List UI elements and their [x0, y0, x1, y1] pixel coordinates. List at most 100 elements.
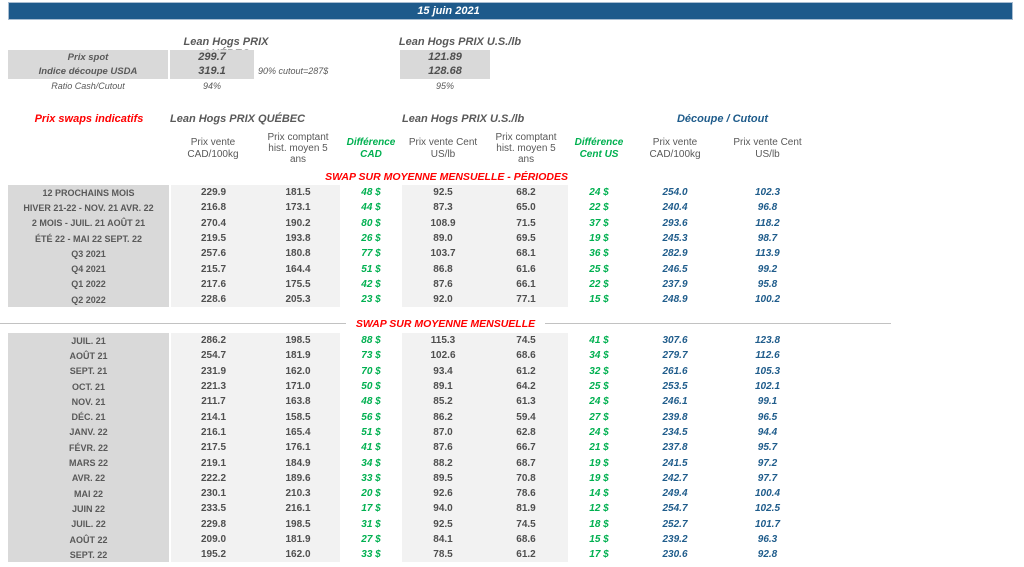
value-cell: 41 $ [568, 333, 630, 349]
value-cell: 102.5 [720, 501, 815, 517]
usda-index-us: 128.68 [428, 65, 462, 77]
value-cell: 96.3 [720, 531, 815, 548]
value-cell: 270.4 [169, 215, 256, 231]
value-cell: 246.5 [630, 261, 721, 277]
value-cell: 98.7 [720, 230, 816, 247]
value-cell: 228.6 [169, 292, 256, 308]
value-cell: 209.0 [169, 531, 256, 548]
row-label: ÉTÉ 22 - MAI 22 SEPT. 22 [8, 230, 170, 247]
value-cell: 246.1 [630, 394, 720, 410]
value-cell: 27 $ [340, 531, 402, 548]
row-label: SEPT. 21 [8, 363, 170, 379]
value-cell: 89.1 [402, 378, 484, 395]
value-cell: 50 $ [340, 378, 402, 395]
value-cell: 89.0 [402, 230, 485, 247]
value-cell: 118.2 [720, 215, 816, 231]
monthly-section-title: SWAP SUR MOYENNE MENSUELLE [345, 318, 546, 330]
value-cell: 101.7 [720, 516, 815, 532]
row-label-column-header [8, 128, 170, 169]
value-cell: 73 $ [340, 348, 402, 364]
ratio-quebec: 94% [202, 81, 221, 91]
value-cell: 95.7 [720, 440, 815, 456]
table-row: JANV. 22 216.1 165.4 51 $87.0 62.8 24 $234.5 9… [8, 424, 815, 441]
row-label: AOÛT 21 [8, 348, 170, 364]
value-cell: 237.8 [630, 440, 720, 456]
col-header-quebec-hist: Prix comptant hist. moyen 5 ans [267, 131, 329, 166]
table-row: MARS 22 219.1 184.9 34 $88.2 68.7 19 $241.5 97… [8, 455, 815, 471]
value-cell: 17 $ [340, 501, 402, 517]
value-cell: 123.8 [720, 333, 815, 349]
us-section-heading: Lean Hogs PRIX U.S./lb [402, 113, 525, 125]
value-cell: 162.0 [256, 547, 340, 563]
periods-body: 12 PROCHAINS MOIS 229.9 181.5 48 $92.5 68.2 2… [8, 185, 816, 308]
value-cell: 78.6 [484, 485, 568, 502]
spot-us-heading: Lean Hogs PRIX U.S./lb [398, 36, 522, 48]
value-cell: 181.5 [256, 185, 341, 201]
value-cell: 108.9 [402, 215, 485, 231]
value-cell: 71.5 [484, 215, 569, 231]
value-cell: 233.5 [169, 501, 256, 517]
value-cell: 205.3 [256, 292, 341, 308]
spot-us-value-box [400, 50, 490, 79]
value-cell: 163.8 [256, 394, 340, 410]
value-cell: 89.5 [402, 470, 484, 486]
value-cell: 102.3 [720, 185, 816, 201]
value-cell: 33 $ [340, 470, 402, 486]
value-cell: 216.8 [169, 200, 256, 216]
value-cell: 181.9 [256, 531, 340, 548]
date-bar: 15 juin 2021 [8, 2, 1013, 20]
row-label: JANV. 22 [8, 424, 170, 441]
value-cell: 215.7 [169, 261, 256, 277]
value-cell: 92.5 [402, 516, 484, 532]
monthly-body: JUIL. 21 286.2 198.5 88 $115.3 74.5 41 $307.6… [8, 333, 815, 563]
row-label: MARS 22 [8, 455, 170, 471]
value-cell: 93.4 [402, 363, 484, 379]
value-cell: 210.3 [256, 485, 340, 502]
value-cell: 237.9 [630, 276, 721, 293]
value-cell: 25 $ [568, 378, 630, 395]
value-cell: 92.0 [402, 292, 485, 308]
value-cell: 69.5 [484, 230, 569, 247]
value-cell: 261.6 [630, 363, 720, 379]
value-cell: 100.4 [720, 485, 815, 502]
value-cell: 100.2 [720, 292, 816, 308]
value-cell: 99.2 [720, 261, 816, 277]
value-cell: 254.0 [630, 185, 721, 201]
row-label: AVR. 22 [8, 470, 170, 486]
value-cell: 74.5 [484, 516, 568, 532]
value-cell: 65.0 [484, 200, 569, 216]
value-cell: 56 $ [340, 409, 402, 425]
value-cell: 229.8 [169, 516, 256, 532]
value-cell: 249.4 [630, 485, 720, 502]
value-cell: 113.9 [720, 246, 816, 262]
value-cell: 165.4 [256, 424, 340, 441]
value-cell: 80 $ [340, 215, 403, 231]
value-cell: 230.1 [169, 485, 256, 502]
value-cell: 66.1 [484, 276, 569, 293]
spot-price-quebec: 299.7 [198, 51, 226, 63]
swaps-periods-table: Prix swaps indicatifs Lean Hogs PRIX QUÉ… [8, 110, 816, 308]
value-cell: 234.5 [630, 424, 720, 441]
table-row: AVR. 22 222.2 189.6 33 $89.5 70.8 19 $242.7 97… [8, 470, 815, 486]
swaps-monthly-table: JUIL. 21 286.2 198.5 88 $115.3 74.5 41 $307.6… [8, 333, 815, 563]
value-cell: 96.5 [720, 409, 815, 425]
value-cell: 64.2 [484, 378, 568, 395]
value-cell: 18 $ [568, 516, 630, 532]
table-row: 12 PROCHAINS MOIS 229.9 181.5 48 $92.5 68.2 2… [8, 185, 816, 201]
cutout-section-heading: Découpe / Cutout [676, 113, 769, 125]
value-cell: 242.7 [630, 470, 720, 486]
ratio-us: 95% [435, 81, 454, 91]
usda-index-label: Indice découpe USDA [38, 66, 138, 77]
value-cell: 33 $ [340, 547, 402, 563]
value-cell: 286.2 [169, 333, 256, 349]
value-cell: 19 $ [568, 230, 631, 247]
row-label: MAI 22 [8, 485, 170, 502]
table-row: MAI 22 230.1 210.3 20 $92.6 78.6 14 $249.4 100… [8, 485, 815, 502]
value-cell: 97.2 [720, 455, 815, 471]
table-row: AOÛT 21 254.7 181.9 73 $102.6 68.6 34 $279.7 1… [8, 348, 815, 364]
table-row: JUIL. 22 229.8 198.5 31 $92.5 74.5 18 $252.7 1… [8, 516, 815, 532]
value-cell: 230.6 [630, 547, 720, 563]
swaps-title: Prix swaps indicatifs [34, 113, 144, 125]
value-cell: 22 $ [568, 200, 631, 216]
value-cell: 15 $ [568, 292, 631, 308]
